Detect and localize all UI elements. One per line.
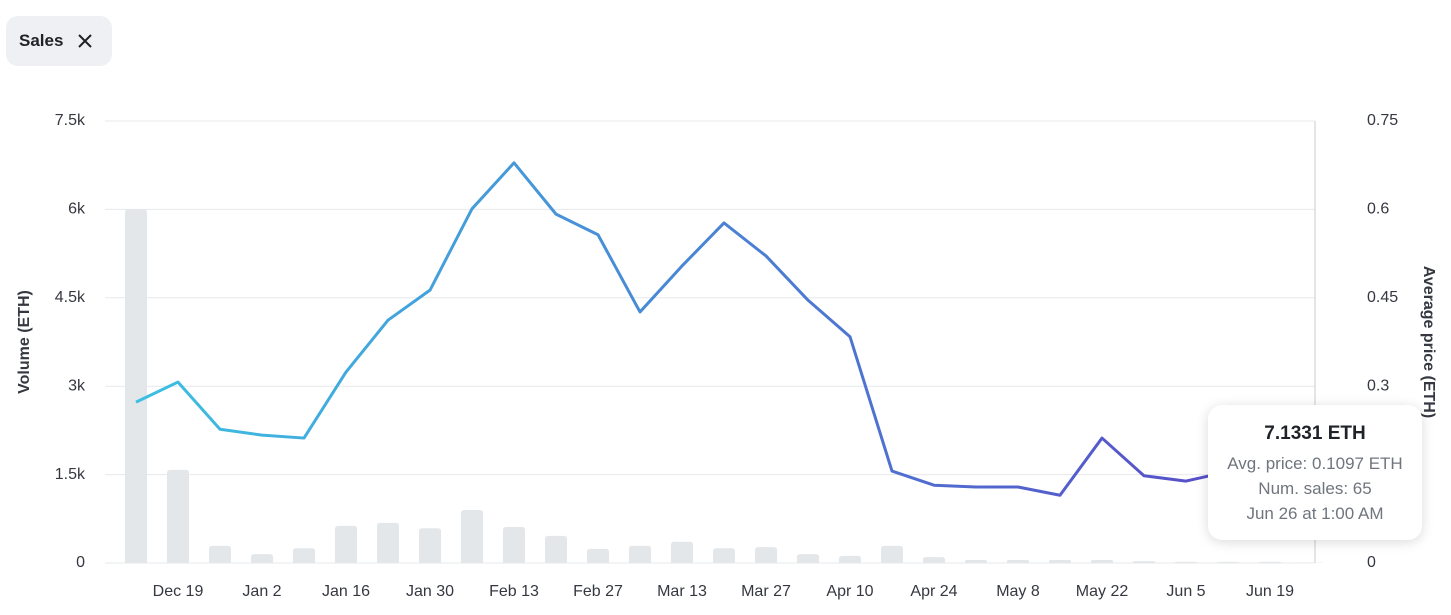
bar bbox=[587, 548, 609, 563]
tooltip-title: 7.1331 ETH bbox=[1264, 423, 1366, 444]
x-tick-label: Dec 19 bbox=[153, 583, 204, 600]
bar bbox=[377, 522, 399, 563]
tooltip-line: Num. sales: 65 bbox=[1258, 479, 1372, 498]
bar bbox=[671, 541, 693, 563]
bar bbox=[797, 554, 819, 563]
y-tick-label: 0 bbox=[76, 554, 85, 571]
bar bbox=[629, 545, 651, 563]
bar bbox=[545, 535, 567, 563]
y-tick-label: 4.5k bbox=[55, 289, 86, 306]
bar bbox=[881, 545, 903, 563]
y2-tick-label: 0.3 bbox=[1367, 377, 1389, 394]
x-tick-label: Jun 19 bbox=[1246, 583, 1294, 600]
y2-tick-label: 0.45 bbox=[1367, 289, 1398, 306]
bar bbox=[1049, 560, 1071, 563]
x-tick-label: May 22 bbox=[1076, 583, 1129, 600]
x-tick-label: Apr 10 bbox=[826, 583, 873, 600]
bar bbox=[461, 509, 483, 563]
bar bbox=[1007, 560, 1029, 563]
x-tick-label: Jan 2 bbox=[242, 583, 281, 600]
y2-axis-label: Average price (ETH) bbox=[1420, 266, 1437, 418]
filter-label: Sales bbox=[19, 31, 64, 50]
x-tick-label: May 8 bbox=[996, 583, 1040, 600]
price-line bbox=[135, 161, 1313, 500]
bar bbox=[125, 209, 147, 563]
bar bbox=[1175, 561, 1197, 563]
y-tick-label: 7.5k bbox=[55, 112, 86, 129]
y-axis-label: Volume (ETH) bbox=[16, 290, 33, 394]
grid bbox=[105, 120, 1315, 564]
x-tick-label: Mar 13 bbox=[657, 583, 707, 600]
y-tick-label: 6k bbox=[68, 201, 86, 218]
x-tick-label: Jun 5 bbox=[1166, 583, 1205, 600]
close-icon[interactable] bbox=[77, 33, 93, 49]
y-tick-label: 3k bbox=[68, 377, 86, 394]
bar bbox=[251, 554, 273, 563]
bar bbox=[335, 525, 357, 563]
y2-tick-label: 0 bbox=[1367, 554, 1376, 571]
bar bbox=[713, 548, 735, 563]
x-tick-label: Apr 24 bbox=[910, 583, 957, 600]
y-tick-label: 1.5k bbox=[55, 466, 86, 483]
bar bbox=[503, 527, 525, 563]
x-tick-label: Jan 30 bbox=[406, 583, 454, 600]
bar bbox=[209, 545, 231, 563]
bar bbox=[419, 528, 441, 563]
tooltip: 7.1331 ETH Avg. price: 0.1097 ETH Num. s… bbox=[1208, 405, 1422, 540]
bar bbox=[1091, 560, 1113, 563]
bar bbox=[167, 469, 189, 563]
y2-tick-label: 0.6 bbox=[1367, 201, 1389, 218]
tooltip-line: Avg. price: 0.1097 ETH bbox=[1227, 454, 1403, 473]
bar bbox=[1133, 561, 1155, 563]
x-tick-label: Feb 13 bbox=[489, 583, 539, 600]
y2-tick-label: 0.75 bbox=[1367, 112, 1398, 129]
x-tick-label: Mar 27 bbox=[741, 583, 791, 600]
filter-chip[interactable]: Sales bbox=[6, 16, 112, 66]
bar bbox=[965, 560, 987, 563]
bar bbox=[923, 557, 945, 563]
bar bbox=[1217, 561, 1239, 563]
bar bbox=[839, 555, 861, 563]
x-tick-label: Jan 16 bbox=[322, 583, 370, 600]
bar bbox=[755, 547, 777, 563]
x-tick-label: Feb 27 bbox=[573, 583, 623, 600]
bar bbox=[1259, 561, 1281, 563]
bar bbox=[293, 548, 315, 563]
tooltip-line: Jun 26 at 1:00 AM bbox=[1246, 504, 1384, 523]
